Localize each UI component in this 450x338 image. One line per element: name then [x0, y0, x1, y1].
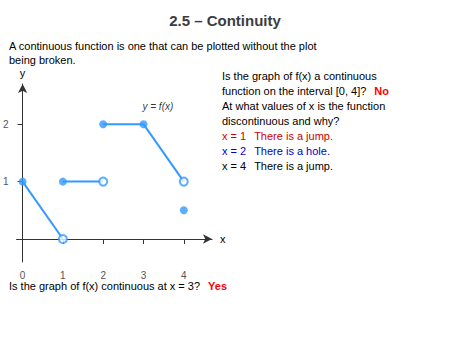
svg-text:discontinuous and why?: discontinuous and why?	[222, 115, 339, 127]
svg-text:x = 1: x = 1	[222, 130, 246, 142]
svg-text:3: 3	[141, 270, 147, 281]
svg-text:0: 0	[20, 270, 26, 281]
svg-text:1: 1	[60, 270, 66, 281]
svg-text:function on the interval [0, 4: function on the interval [0, 4]?	[222, 85, 366, 97]
svg-text:x = 3: x = 3	[170, 280, 194, 292]
svg-text:2.5 – Continuity: 2.5 – Continuity	[169, 12, 281, 29]
svg-text:No: No	[374, 85, 389, 97]
svg-text:Is the graph of f(x) continuou: Is the graph of f(x) continuous at	[9, 280, 170, 292]
svg-text:There is a hole.: There is a hole.	[254, 145, 330, 157]
svg-text:2: 2	[3, 119, 9, 130]
svg-text:?: ?	[194, 280, 200, 292]
svg-text:4: 4	[181, 270, 187, 281]
svg-text:2: 2	[100, 270, 106, 281]
svg-text:x = 4: x = 4	[222, 160, 246, 172]
svg-text:At what values of x is the fun: At what values of x is the function	[222, 100, 385, 112]
svg-text:y: y	[20, 67, 26, 79]
svg-text:Yes: Yes	[208, 280, 227, 292]
svg-text:Is the graph of f(x) a continu: Is the graph of f(x) a continuous	[222, 70, 377, 82]
svg-text:being broken.: being broken.	[9, 54, 76, 66]
svg-text:y = f(x): y = f(x)	[141, 101, 173, 112]
svg-text:There is a jump.: There is a jump.	[254, 160, 333, 172]
svg-text:x: x	[220, 233, 226, 245]
svg-text:1: 1	[3, 176, 9, 187]
svg-text:A continuous function is one t: A continuous function is one that can be…	[9, 40, 317, 52]
svg-text:x = 2: x = 2	[222, 145, 246, 157]
svg-text:There is a jump.: There is a jump.	[254, 130, 333, 142]
